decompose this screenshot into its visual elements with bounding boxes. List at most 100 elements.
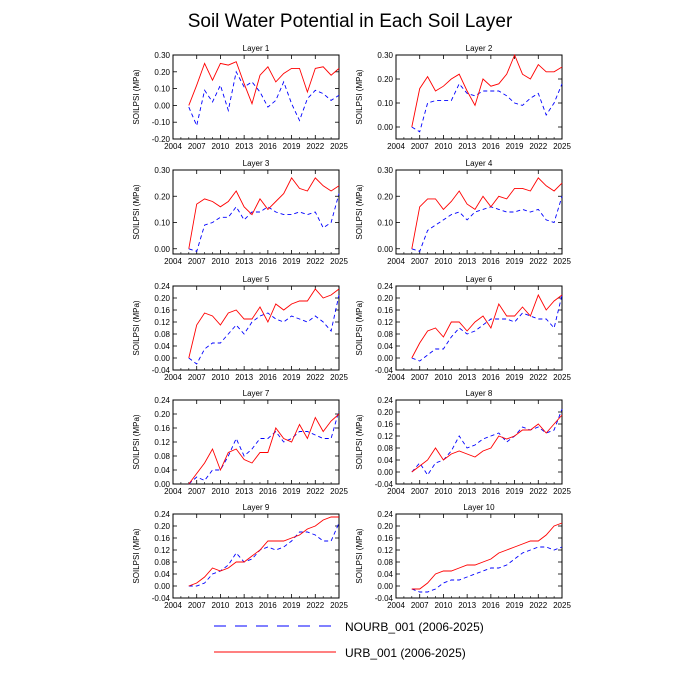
y-tick-label: 0.08 [154, 558, 170, 567]
y-tick-label: 0.00 [377, 468, 393, 477]
series-line-nourb [188, 410, 340, 485]
series-line-nourb [188, 522, 340, 587]
x-tick-label: 2025 [330, 601, 348, 610]
y-tick-label: 0.00 [377, 123, 393, 132]
x-tick-label: 2010 [212, 487, 230, 496]
x-tick-label: 2004 [164, 373, 182, 382]
panel-title: Layer 1 [243, 44, 270, 53]
plot-frame [395, 54, 563, 140]
x-tick-label: 2004 [164, 142, 182, 151]
y-tick-label: 0.20 [377, 294, 393, 303]
x-tick-label: 2007 [188, 487, 206, 496]
y-tick-label: 0.20 [154, 410, 170, 419]
y-tick-label: 0.12 [154, 546, 170, 555]
x-tick-label: 2007 [411, 142, 429, 151]
x-tick-label: 2019 [283, 487, 301, 496]
y-tick-label: 0.30 [377, 166, 393, 175]
y-tick-label: 0.04 [154, 466, 170, 475]
series-line-urb [188, 61, 340, 106]
series-line-urb [188, 177, 340, 249]
y-axis-label: SOILPSI (MPa) [132, 184, 141, 239]
plot-frame [172, 285, 340, 371]
panel-10: Layer 10 2004 2007 2010 2013 2016 2019 2022 2025… [355, 503, 571, 610]
x-tick-label: 2025 [553, 373, 571, 382]
x-tick-label: 2022 [529, 257, 547, 266]
panel-title: Layer 6 [466, 275, 493, 284]
x-tick-label: 2019 [506, 142, 524, 151]
y-tick-label: 0.16 [154, 424, 170, 433]
x-tick-label: 2013 [458, 373, 476, 382]
x-tick-label: 2019 [506, 257, 524, 266]
x-tick-label: 2016 [259, 487, 277, 496]
panel-3: Layer 3 2004 2007 2010 2013 2016 2019 2022 2025 0… [132, 159, 348, 266]
x-tick-label: 2016 [259, 373, 277, 382]
x-tick-label: 2022 [529, 373, 547, 382]
x-tick-label: 2007 [188, 373, 206, 382]
y-tick-label: 0.30 [377, 51, 393, 60]
plot-frame [172, 169, 340, 255]
x-tick-label: 2016 [482, 142, 500, 151]
x-tick-label: 2007 [188, 257, 206, 266]
x-tick-label: 2013 [458, 601, 476, 610]
y-tick-label: -0.10 [152, 118, 171, 127]
x-tick-label: 2007 [411, 601, 429, 610]
x-tick-label: 2019 [283, 142, 301, 151]
y-tick-label: 0.08 [377, 330, 393, 339]
figure-title: Soil Water Potential in Each Soil Layer [188, 11, 513, 32]
y-tick-label: 0.16 [377, 534, 393, 543]
x-tick-label: 2007 [188, 142, 206, 151]
y-tick-label: 0.12 [154, 438, 170, 447]
y-tick-label: 0.16 [377, 420, 393, 429]
series-line-urb [188, 413, 340, 485]
y-axis-label: SOILPSI (MPa) [355, 528, 364, 583]
x-tick-label: 2022 [529, 601, 547, 610]
series-line-nourb [411, 546, 563, 593]
legend: NOURB_001 (2006-2025) URB_001 (2006-2025… [214, 620, 484, 660]
y-tick-label: 0.12 [377, 318, 393, 327]
y-axis-label: SOILPSI (MPa) [132, 300, 141, 355]
y-tick-label: 0.24 [154, 396, 170, 405]
y-tick-label: 0.00 [154, 101, 170, 110]
panel-title: Layer 3 [243, 159, 270, 168]
y-tick-label: -0.04 [152, 366, 171, 375]
x-tick-label: 2016 [259, 257, 277, 266]
x-tick-label: 2007 [411, 487, 429, 496]
series-line-urb [411, 177, 563, 249]
x-tick-label: 2022 [306, 487, 324, 496]
x-tick-label: 2025 [330, 257, 348, 266]
y-tick-label: 0.04 [377, 570, 393, 579]
x-tick-label: 2022 [306, 257, 324, 266]
plot-frame [395, 285, 563, 371]
x-tick-label: 2007 [188, 601, 206, 610]
panel-title: Layer 8 [466, 389, 493, 398]
plot-frame [172, 54, 340, 140]
x-tick-label: 2010 [435, 257, 453, 266]
x-tick-label: 2004 [164, 487, 182, 496]
y-tick-label: 0.24 [377, 396, 393, 405]
y-tick-label: 0.12 [377, 432, 393, 441]
x-tick-label: 2010 [435, 142, 453, 151]
y-tick-label: 0.16 [377, 306, 393, 315]
x-tick-label: 2025 [330, 487, 348, 496]
x-tick-label: 2013 [458, 257, 476, 266]
y-tick-label: 0.04 [154, 342, 170, 351]
x-tick-label: 2007 [411, 373, 429, 382]
y-axis-label: SOILPSI (MPa) [355, 69, 364, 124]
y-tick-label: 0.20 [377, 522, 393, 531]
x-tick-label: 2016 [259, 142, 277, 151]
x-tick-label: 2016 [259, 601, 277, 610]
y-tick-label: 0.20 [154, 68, 170, 77]
x-tick-label: 2010 [212, 142, 230, 151]
y-tick-label: 0.24 [154, 510, 170, 519]
x-tick-label: 2019 [283, 257, 301, 266]
y-tick-label: 0.00 [154, 582, 170, 591]
y-tick-label: 0.00 [377, 354, 393, 363]
panel-title: Layer 10 [463, 503, 495, 512]
x-tick-label: 2016 [482, 487, 500, 496]
x-tick-label: 2004 [387, 601, 405, 610]
x-tick-label: 2019 [506, 601, 524, 610]
series-line-nourb [411, 82, 563, 133]
x-tick-label: 2010 [435, 487, 453, 496]
y-tick-label: 0.10 [154, 85, 170, 94]
y-tick-label: -0.20 [152, 135, 171, 144]
